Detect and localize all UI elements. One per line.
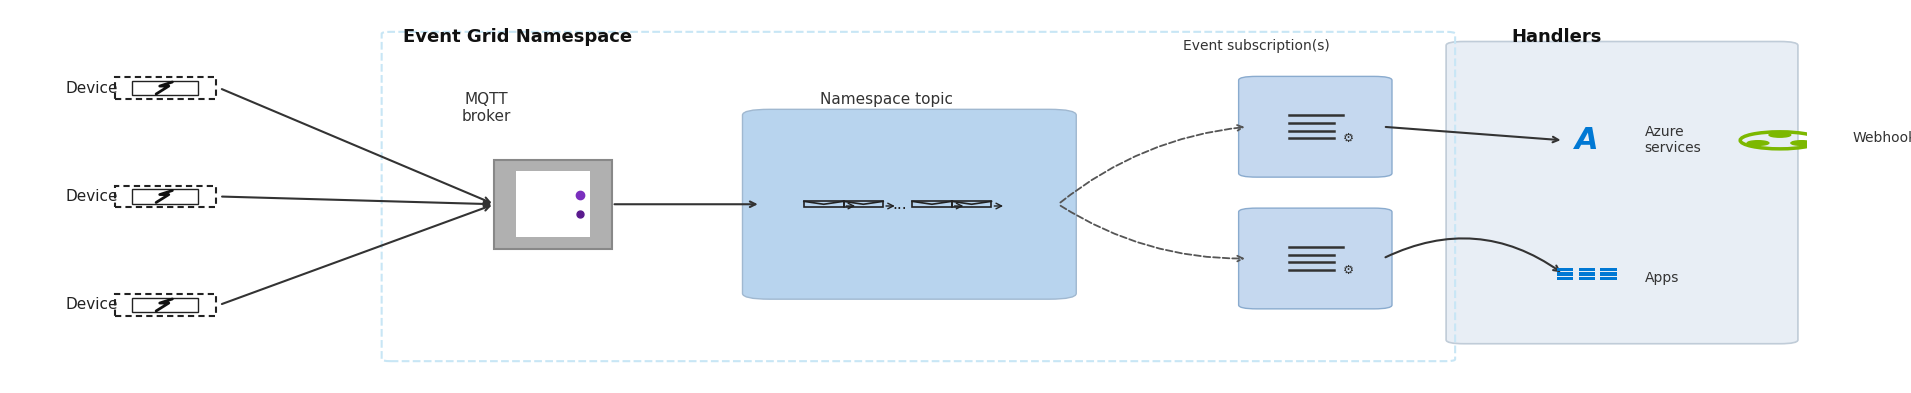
Polygon shape (1600, 268, 1617, 271)
Polygon shape (132, 81, 199, 95)
Polygon shape (1600, 272, 1617, 276)
FancyBboxPatch shape (1238, 76, 1391, 177)
Text: Apps: Apps (1645, 271, 1680, 285)
Circle shape (1747, 141, 1770, 145)
Polygon shape (1600, 277, 1617, 280)
FancyBboxPatch shape (743, 109, 1076, 299)
Circle shape (1770, 132, 1791, 137)
FancyBboxPatch shape (495, 160, 612, 249)
Text: Device: Device (65, 81, 118, 95)
Text: Device: Device (65, 189, 118, 204)
Polygon shape (1557, 268, 1573, 271)
Text: Namespace topic: Namespace topic (820, 92, 954, 107)
Text: Webhook: Webhook (1852, 131, 1911, 145)
Text: Event Grid Namespace: Event Grid Namespace (403, 28, 633, 46)
Polygon shape (132, 189, 199, 204)
Polygon shape (132, 298, 199, 312)
Polygon shape (1578, 277, 1596, 280)
Text: ⚙: ⚙ (1343, 264, 1355, 277)
Polygon shape (1557, 277, 1573, 280)
Text: Azure
services: Azure services (1645, 125, 1701, 155)
Text: Event subscription(s): Event subscription(s) (1183, 39, 1330, 53)
Text: MQTT
broker: MQTT broker (462, 92, 510, 124)
Polygon shape (1557, 272, 1573, 276)
Polygon shape (1578, 268, 1596, 271)
Circle shape (1791, 141, 1812, 145)
FancyBboxPatch shape (516, 171, 590, 237)
Polygon shape (1578, 272, 1596, 276)
Text: ⚙: ⚙ (1343, 132, 1355, 145)
FancyBboxPatch shape (1447, 42, 1798, 344)
FancyBboxPatch shape (1238, 208, 1391, 309)
Text: ...: ... (892, 197, 906, 212)
Text: Device: Device (65, 298, 118, 312)
Text: Handlers: Handlers (1512, 28, 1601, 46)
Text: A: A (1575, 126, 1600, 155)
